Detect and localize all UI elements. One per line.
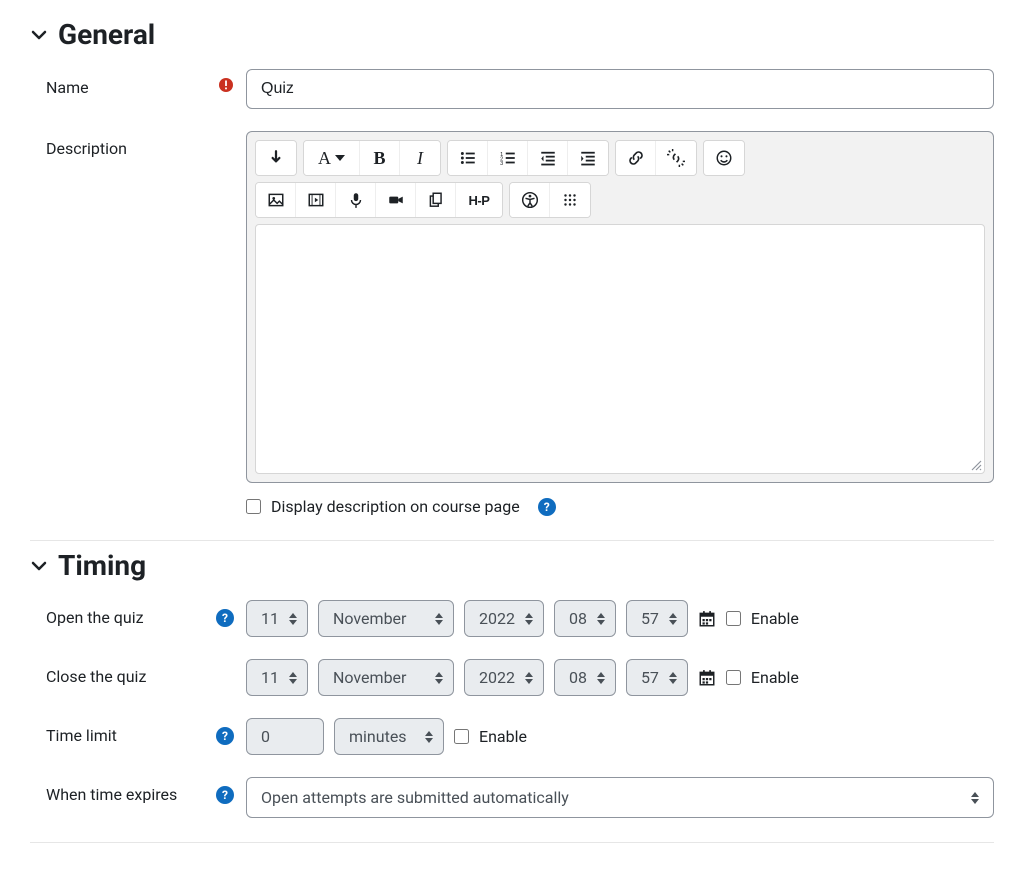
open-quiz-label: Open the quiz — [46, 608, 144, 627]
timing-title: Timing — [58, 549, 146, 582]
close-month-select[interactable]: November — [318, 659, 454, 696]
help-icon[interactable]: ? — [216, 786, 234, 804]
rich-text-editor: A B I 123 — [246, 131, 994, 483]
open-year-select[interactable]: 2022 — [464, 600, 544, 637]
calendar-icon[interactable] — [698, 610, 716, 628]
help-icon[interactable]: ? — [538, 498, 556, 516]
image-icon[interactable] — [256, 183, 296, 217]
chevron-down-icon — [30, 26, 48, 44]
video-icon[interactable] — [376, 183, 416, 217]
display-description-checkbox[interactable] — [246, 499, 261, 514]
section-divider — [30, 842, 994, 843]
open-minute-select[interactable]: 57 — [626, 600, 688, 637]
section-divider — [30, 540, 994, 541]
when-expires-select[interactable]: Open attempts are submitted automaticall… — [246, 777, 994, 818]
resize-handle-icon[interactable] — [968, 457, 982, 471]
indent-icon[interactable] — [568, 141, 608, 175]
chevron-down-icon — [30, 557, 48, 575]
accessibility-icon[interactable] — [510, 183, 550, 217]
calendar-icon[interactable] — [698, 669, 716, 687]
close-quiz-row: Close the quiz 11 November 2022 08 57 En… — [30, 659, 994, 696]
italic-button[interactable]: I — [400, 141, 440, 175]
open-quiz-row: Open the quiz ? 11 November 2022 08 57 E… — [30, 600, 994, 637]
open-hour-select[interactable]: 08 — [554, 600, 616, 637]
close-minute-select[interactable]: 57 — [626, 659, 688, 696]
toggle-toolbar-icon[interactable] — [256, 141, 296, 175]
media-icon[interactable] — [296, 183, 336, 217]
required-icon — [218, 77, 234, 97]
help-icon[interactable]: ? — [216, 609, 234, 627]
microphone-icon[interactable] — [336, 183, 376, 217]
h5p-icon[interactable]: H-P — [456, 183, 502, 217]
editor-toolbar: A B I 123 — [255, 140, 985, 218]
general-title: General — [58, 18, 155, 51]
close-enable-label: Enable — [751, 668, 799, 687]
when-expires-row: When time expires ? Open attempts are su… — [30, 777, 994, 818]
time-limit-enable-checkbox[interactable] — [454, 729, 469, 744]
svg-text:3: 3 — [500, 161, 503, 167]
timing-section: Timing Open the quiz ? 11 November 2022 … — [30, 549, 994, 818]
display-description-label: Display description on course page — [271, 497, 520, 516]
name-label: Name — [46, 78, 89, 97]
open-day-select[interactable]: 11 — [246, 600, 308, 637]
open-enable-checkbox[interactable] — [726, 611, 741, 626]
close-quiz-label: Close the quiz — [46, 667, 146, 686]
close-enable-checkbox[interactable] — [726, 670, 741, 685]
open-enable-label: Enable — [751, 609, 799, 628]
close-hour-select[interactable]: 08 — [554, 659, 616, 696]
when-expires-value: Open attempts are submitted automaticall… — [261, 788, 569, 807]
time-limit-row: Time limit ? 0 minutes Enable — [30, 718, 994, 755]
description-row: Description A B I — [30, 131, 994, 516]
display-description-row: Display description on course page ? — [246, 497, 994, 516]
time-limit-label: Time limit — [46, 726, 117, 745]
name-input[interactable] — [246, 69, 994, 109]
link-icon[interactable] — [616, 141, 656, 175]
help-icon[interactable]: ? — [216, 727, 234, 745]
general-header[interactable]: General — [30, 18, 994, 51]
files-icon[interactable] — [416, 183, 456, 217]
unlink-icon[interactable] — [656, 141, 696, 175]
general-section: General Name Description — [30, 18, 994, 516]
close-year-select[interactable]: 2022 — [464, 659, 544, 696]
description-label: Description — [46, 139, 127, 158]
timing-header[interactable]: Timing — [30, 549, 994, 582]
time-limit-unit-select[interactable]: minutes — [334, 718, 444, 755]
bullet-list-icon[interactable] — [448, 141, 488, 175]
emoji-icon[interactable] — [704, 141, 744, 175]
grid-icon[interactable] — [550, 183, 590, 217]
numbered-list-icon[interactable]: 123 — [488, 141, 528, 175]
close-day-select[interactable]: 11 — [246, 659, 308, 696]
time-limit-input[interactable]: 0 — [246, 718, 324, 755]
bold-button[interactable]: B — [360, 141, 400, 175]
time-limit-enable-label: Enable — [479, 727, 527, 746]
when-expires-label: When time expires — [46, 785, 177, 804]
outdent-icon[interactable] — [528, 141, 568, 175]
paragraph-style-button[interactable]: A — [304, 141, 360, 175]
open-month-select[interactable]: November — [318, 600, 454, 637]
name-row: Name — [30, 69, 994, 109]
description-textarea[interactable] — [255, 224, 985, 474]
